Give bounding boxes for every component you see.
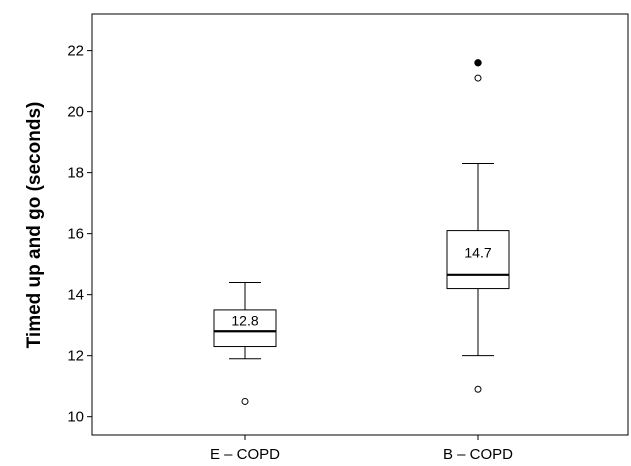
outlier-point: [474, 74, 482, 82]
box-group: 12.8: [213, 281, 277, 405]
extreme-point: [474, 59, 482, 67]
y-axis-title: Timed up and go (seconds): [24, 102, 45, 349]
box-iqr: [213, 309, 277, 348]
y-tick-label: 16: [67, 226, 84, 243]
box-group: 14.7: [446, 59, 510, 393]
y-tick-label: 22: [67, 43, 84, 60]
y-tick-label: 10: [67, 409, 84, 426]
x-tick-label: E – COPD: [210, 446, 280, 463]
y-tick-label: 18: [67, 165, 84, 182]
outlier-point: [241, 397, 249, 405]
median-value-label: 12.8: [231, 313, 258, 329]
y-tick-label: 12: [67, 348, 84, 365]
plot-frame: [91, 13, 629, 436]
median-value-label: 14.7: [464, 245, 491, 261]
x-tick-label: B – COPD: [443, 446, 513, 463]
boxes: 12.8 14.7: [213, 59, 510, 405]
outlier-point: [474, 385, 482, 393]
y-tick-label: 14: [67, 287, 84, 304]
x-axis: E – COPD B – COPD: [210, 435, 513, 463]
y-tick-label: 20: [67, 104, 84, 121]
box-iqr: [446, 230, 510, 290]
y-axis: 10 12 14 16 18 20 22: [67, 43, 92, 426]
